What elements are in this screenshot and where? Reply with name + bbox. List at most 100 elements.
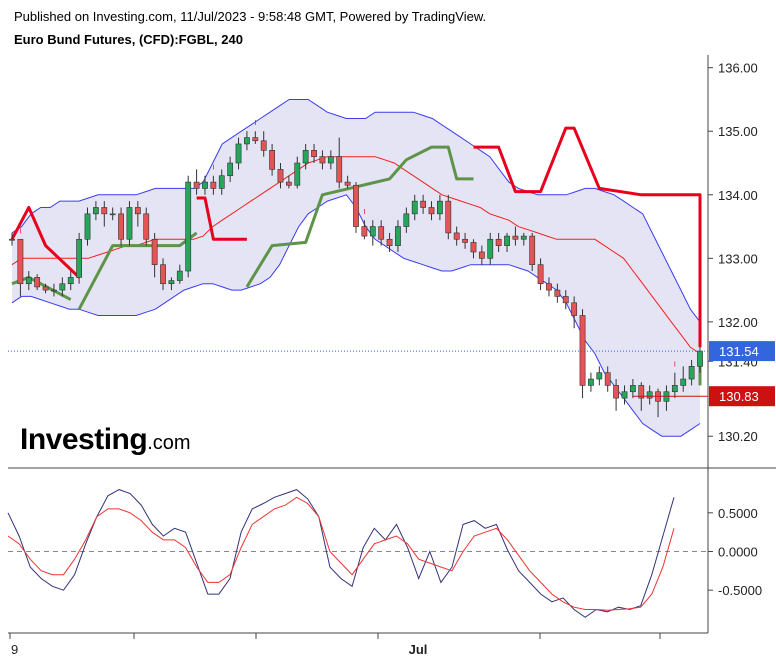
candle [395,220,401,252]
candle [646,385,653,405]
bollinger-upper-line [11,99,701,323]
current-price-badge-bg [709,341,775,362]
candle [680,366,687,392]
candle [244,131,250,151]
candle [495,232,502,252]
candle-body [25,277,32,285]
candle-body [697,350,703,367]
candle-body [59,283,66,291]
candle-body [151,238,158,265]
candle [470,239,477,259]
candle-body [478,251,485,259]
osc-tick-label: 0.0000 [718,545,758,560]
candle-body [34,277,41,288]
y-tick-label: 132.00 [718,315,758,330]
supertrend-up-segment [245,145,474,288]
candle-body [227,162,234,177]
candle [101,201,108,227]
candle [260,131,267,157]
candle-body [244,137,250,145]
candle-body [546,283,552,291]
candle-body [512,235,519,240]
candle [386,232,393,252]
candle [327,150,334,170]
candle-body [9,238,15,241]
publication-note: Published on Investing.com, 11/Jul/2023 … [14,9,487,24]
candle [218,169,225,195]
candle [629,379,636,399]
candle [361,220,368,240]
candle [319,150,326,170]
candle [42,283,49,294]
candle [411,194,418,221]
candle [604,366,611,392]
candle [688,359,695,386]
candle [437,194,443,221]
candle-body [646,391,653,399]
candle [353,182,359,233]
signal-marker: I [212,165,214,172]
candle [151,232,158,278]
candle [109,207,116,221]
candle-body [51,289,57,292]
candle [403,207,410,233]
signal-marker: I [19,228,21,235]
candle-body [160,264,166,285]
candle-body [42,286,49,291]
candle [277,163,284,189]
candle [562,290,569,310]
candle [520,232,527,246]
candle-body [260,140,267,151]
candle-body [17,238,24,285]
candle [176,264,183,284]
candle [512,226,519,246]
candle-body [495,238,502,246]
candle [311,143,317,164]
candle-body [604,372,611,386]
candle [588,372,594,392]
candle [269,143,275,176]
candle-body [554,289,561,297]
candle-body [109,213,116,216]
candle-body [353,184,359,227]
candle-body [671,385,678,393]
candle [428,201,435,221]
candle-body [588,378,594,386]
candle [478,245,485,265]
candle [134,201,141,227]
candle [546,277,552,297]
candle [118,207,124,246]
candle [302,143,309,170]
candle [252,131,259,144]
candle-body [185,181,192,272]
x-tick-label: Jul [409,642,428,657]
y-tick-label: 133.00 [718,251,758,266]
current-price-badge: 131.54 [709,341,775,362]
candle-body [529,235,536,265]
candle-body [562,296,569,304]
candle-body [470,242,477,253]
candle-body [277,169,284,183]
candle [67,271,74,291]
candle-body [369,226,376,237]
oscillator-d-line [7,496,675,611]
candle-body [126,207,133,240]
candle [613,379,619,411]
current-price-label: 131.54 [719,344,759,359]
signal-marker: I [363,209,365,216]
candle [344,175,351,189]
candle-body [638,385,645,399]
candle-body [629,385,636,393]
marker-price-label: 130.83 [719,389,759,404]
candle [185,175,192,278]
candle [378,220,385,246]
candle [504,232,510,252]
candle-body [420,200,427,208]
candle [25,271,32,291]
candle [235,137,242,170]
candle-body [134,207,141,215]
candle-body [202,181,208,189]
candle-body [294,162,301,186]
y-tick-label: 136.00 [718,61,758,76]
candle-body [520,235,527,240]
